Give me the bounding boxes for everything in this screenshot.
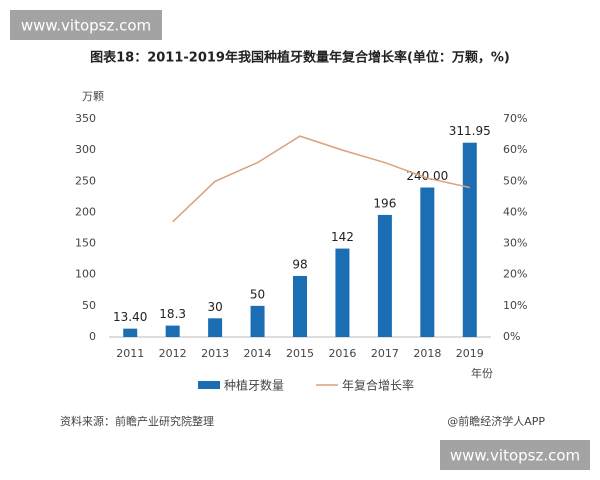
watermark: www.vitopsz.com <box>21 17 151 35</box>
y2-tick-label: 10% <box>503 299 527 312</box>
y-tick-label: 250 <box>75 174 96 187</box>
bar <box>462 142 477 337</box>
legend-label: 种植牙数量 <box>224 378 284 393</box>
bar <box>377 214 392 337</box>
x-tick-label: 2018 <box>413 347 441 360</box>
data-label: 240.00 <box>406 169 448 183</box>
x-tick-label: 2016 <box>328 347 356 360</box>
x-tick-label: 2013 <box>201 347 229 360</box>
line <box>172 135 470 223</box>
bar <box>293 275 307 337</box>
watermark-box <box>440 440 590 470</box>
data-label: 50 <box>250 287 265 301</box>
watermark: www.vitopsz.com <box>450 447 580 465</box>
data-label: 30 <box>207 300 222 314</box>
y2-tick-label: 40% <box>503 205 527 218</box>
y2-tick-label: 60% <box>503 143 527 156</box>
legend-label: 年复合增长率 <box>342 378 414 393</box>
data-label: 196 <box>373 196 396 210</box>
y2-tick-label: 30% <box>503 237 527 250</box>
y-tick-label: 100 <box>75 268 96 281</box>
y-tick-label: 150 <box>75 237 96 250</box>
data-label: 18.3 <box>159 307 186 321</box>
data-label: 311.95 <box>449 124 491 138</box>
y2-tick-label: 20% <box>503 268 527 281</box>
source: 资料来源：前瞻产业研究院整理 <box>60 414 214 428</box>
x-tick-label: 2019 <box>456 347 484 360</box>
legend-swatch <box>198 381 220 389</box>
credit: @前瞻经济学人APP <box>447 414 545 428</box>
x-tick-label: 2017 <box>371 347 399 360</box>
bar <box>123 328 138 337</box>
x-tick-label: 2011 <box>116 347 144 360</box>
bar <box>208 318 223 337</box>
y2-tick-label: 50% <box>503 174 527 187</box>
watermark-box <box>10 10 162 40</box>
x-tick-label: 2012 <box>159 347 187 360</box>
y-axis-label: 万颗 <box>82 90 104 103</box>
y-tick-label: 200 <box>75 205 96 218</box>
data-label: 142 <box>331 230 354 244</box>
x-tick-label: 2015 <box>286 347 314 360</box>
chart-title: 图表18：2011-2019年我国种植牙数量年复合增长率(单位：万颗，%) <box>90 50 510 66</box>
y-tick-label: 350 <box>75 112 96 125</box>
x-axis-label: 年份 <box>471 366 493 380</box>
bar <box>420 187 435 337</box>
y-tick-label: 0 <box>89 330 96 343</box>
y-tick-label: 300 <box>75 143 96 156</box>
y2-tick-label: 70% <box>503 112 527 125</box>
data-label: 13.40 <box>113 310 147 324</box>
data-label: 98 <box>292 257 307 271</box>
bar <box>165 325 180 337</box>
bar <box>250 305 265 337</box>
bar <box>335 248 350 337</box>
y2-tick-label: 0% <box>503 330 520 343</box>
y-tick-label: 50 <box>82 299 96 312</box>
x-tick-label: 2014 <box>244 347 272 360</box>
